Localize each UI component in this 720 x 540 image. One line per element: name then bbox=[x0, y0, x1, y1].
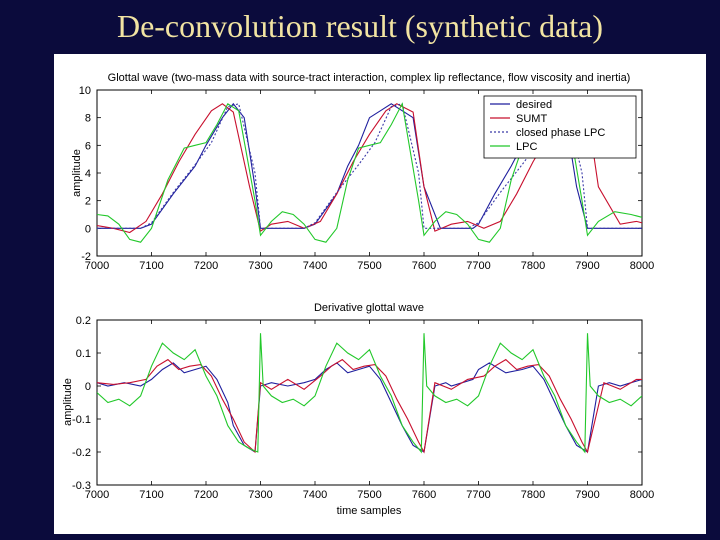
y-tick-label: -0.1 bbox=[72, 414, 91, 426]
tick-group: 7000 7100 7200 7300 7400 7500 7600 7700 7800 7900… bbox=[79, 85, 654, 272]
figure-canvas: Glottal wave (two-mass data with source-… bbox=[62, 72, 654, 517]
x-tick-label: 7400 bbox=[303, 260, 327, 272]
y-tick-label: 6 bbox=[85, 140, 91, 152]
plot-title: Glottal wave (two-mass data with source-… bbox=[108, 72, 631, 84]
x-tick-label: 7700 bbox=[466, 489, 490, 501]
x-tick-label: 7900 bbox=[575, 260, 599, 272]
x-tick-label: 7600 bbox=[412, 260, 436, 272]
legend-label-desired: desired bbox=[516, 99, 552, 111]
x-axis-label: time samples bbox=[337, 505, 402, 517]
y-tick-label: 2 bbox=[85, 196, 91, 208]
series-line-sumt bbox=[97, 358, 642, 454]
y-tick-label: -2 bbox=[81, 251, 91, 263]
derivative-glottal-wave-plot: Derivative glottal wave time samples amp… bbox=[62, 302, 654, 517]
plot-frame bbox=[96, 319, 643, 486]
slide-title: De-convolution result (synthetic data) bbox=[116, 8, 604, 44]
x-tick-label: 7500 bbox=[357, 260, 381, 272]
x-tick-label: 7700 bbox=[466, 260, 490, 272]
x-tick-label: 7900 bbox=[575, 489, 599, 501]
x-tick-label: 7300 bbox=[248, 489, 272, 501]
x-tick-label: 7800 bbox=[521, 489, 545, 501]
x-tick-label: 7600 bbox=[412, 489, 436, 501]
y-tick-label: 0.1 bbox=[76, 348, 91, 360]
series-line-lpc bbox=[97, 333, 642, 454]
series-group bbox=[97, 333, 642, 454]
x-tick-label: 7200 bbox=[194, 260, 218, 272]
x-tick-label: 7300 bbox=[248, 260, 272, 272]
y-tick-label: 8 bbox=[85, 113, 91, 125]
x-tick-label: 7000 bbox=[85, 260, 109, 272]
y-tick-label: 10 bbox=[79, 85, 91, 97]
y-axis-label: amplitude bbox=[62, 378, 74, 426]
x-tick-label: 7800 bbox=[521, 260, 545, 272]
y-tick-label: 0 bbox=[85, 223, 91, 235]
legend-label-lpc: LPC bbox=[516, 141, 537, 153]
legend: desired SUMT closed phase LPC LPC bbox=[483, 95, 637, 159]
y-tick-label: 0.2 bbox=[76, 315, 91, 327]
x-tick-label: 7100 bbox=[139, 489, 163, 501]
y-tick-label: 0 bbox=[85, 381, 91, 393]
tick-group: 7000 7100 7200 7300 7400 7500 7600 7700 7800 7900… bbox=[72, 315, 654, 501]
legend-label-sumt: SUMT bbox=[516, 113, 547, 125]
x-tick-label: 7400 bbox=[303, 489, 327, 501]
x-tick-label: 7100 bbox=[139, 260, 163, 272]
y-axis-label: amplitude bbox=[71, 149, 83, 197]
legend-box bbox=[483, 95, 637, 159]
glottal-wave-plot: Glottal wave (two-mass data with source-… bbox=[71, 72, 654, 272]
figure-panel: Glottal wave (two-mass data with source-… bbox=[54, 54, 706, 534]
y-tick-label: -0.2 bbox=[72, 447, 91, 459]
legend-label-closed-phase-lpc: closed phase LPC bbox=[516, 127, 605, 139]
x-tick-label: 7000 bbox=[85, 489, 109, 501]
y-tick-label: -0.3 bbox=[72, 480, 91, 492]
x-tick-label: 7200 bbox=[194, 489, 218, 501]
plot-title: Derivative glottal wave bbox=[314, 302, 424, 314]
x-tick-label: 7500 bbox=[357, 489, 381, 501]
x-tick-label: 8000 bbox=[630, 260, 654, 272]
series-line-desired bbox=[97, 362, 642, 453]
y-tick-label: 4 bbox=[85, 168, 91, 180]
x-tick-label: 8000 bbox=[630, 489, 654, 501]
